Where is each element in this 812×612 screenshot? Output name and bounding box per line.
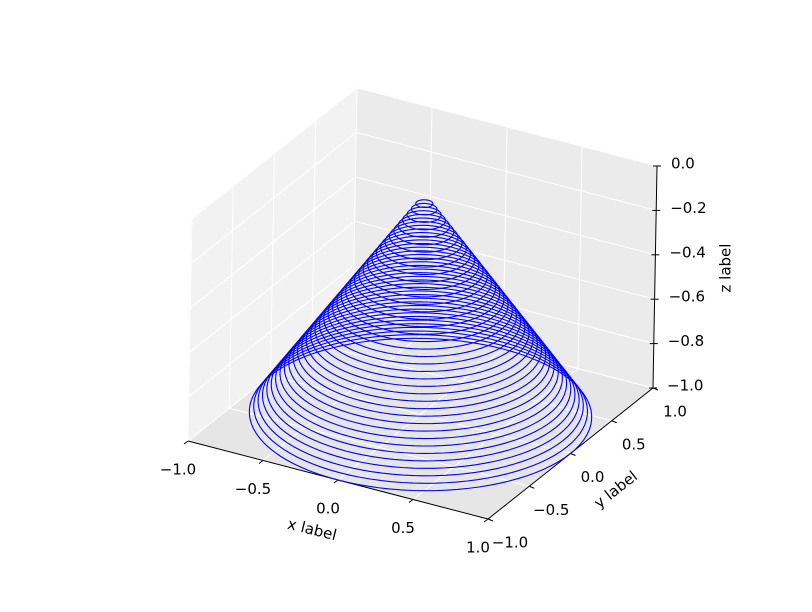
x-tick-label: −1.0 — [160, 461, 196, 479]
tick-mark — [483, 518, 489, 523]
grid-line — [270, 375, 571, 454]
z-tick-label: −1.0 — [667, 377, 703, 395]
ring — [362, 242, 484, 298]
grid-line — [189, 220, 355, 353]
grid-line — [229, 407, 530, 487]
ring — [248, 337, 593, 492]
ring — [270, 319, 572, 455]
tick-mark — [570, 453, 576, 456]
grid-line — [356, 131, 657, 211]
ring — [292, 301, 551, 417]
ring — [349, 253, 497, 320]
ring — [305, 290, 538, 395]
z-tick-label: 0.0 — [671, 155, 695, 173]
ring — [393, 217, 455, 246]
y-tick-label: 1.0 — [663, 403, 687, 421]
z-tick-label: −0.2 — [670, 199, 706, 217]
x-tick-label: 0.5 — [391, 519, 415, 537]
grid-line — [187, 218, 193, 442]
ring — [353, 250, 492, 313]
tick-mark — [408, 499, 414, 503]
grid-line — [355, 176, 656, 256]
grid-line — [502, 126, 508, 350]
z-tick-label: −0.6 — [669, 288, 705, 306]
ring — [340, 261, 505, 335]
z-axis-label: z label — [717, 244, 735, 293]
x-tick-label: 0.0 — [316, 500, 340, 518]
ring — [380, 228, 467, 268]
ring — [310, 286, 534, 387]
ring — [371, 235, 476, 283]
ring — [296, 297, 547, 410]
y-tick-label: −0.5 — [533, 501, 569, 519]
grid-line — [190, 176, 356, 309]
ring — [314, 283, 530, 380]
x-tick-label: 1.0 — [466, 539, 490, 557]
grid-line — [311, 342, 612, 422]
z-axis-line — [652, 165, 658, 389]
z-tick-label: −0.4 — [669, 243, 705, 261]
y-tick-label: 0.5 — [622, 435, 646, 453]
grid-line — [356, 87, 658, 167]
ring — [345, 257, 501, 328]
y-tick-label: 0.0 — [581, 468, 605, 486]
grid-line — [188, 265, 355, 397]
ring — [318, 279, 526, 372]
ring — [384, 224, 463, 261]
tick-mark — [333, 479, 339, 484]
ring — [266, 323, 576, 462]
tick-mark — [529, 485, 535, 489]
grid-line — [190, 132, 357, 264]
ring — [406, 206, 442, 223]
ring — [275, 315, 568, 447]
grid-line — [352, 87, 358, 311]
x-tick-label: −0.5 — [235, 480, 271, 498]
ring — [358, 246, 488, 305]
tick-mark — [487, 518, 494, 522]
z-tick-label: −0.8 — [668, 332, 704, 350]
ring — [323, 275, 522, 365]
ring — [375, 232, 472, 276]
ring — [336, 264, 509, 343]
ring — [367, 239, 480, 290]
x-axis-label: x label — [286, 515, 339, 545]
ring — [301, 293, 543, 402]
tick-mark — [183, 440, 189, 445]
grid-line — [577, 146, 583, 369]
tick-mark — [611, 420, 617, 424]
grid-line — [270, 153, 275, 376]
ring — [402, 210, 446, 231]
grid-line — [191, 87, 358, 220]
y-tick-label: −1.0 — [492, 534, 528, 552]
ring — [388, 221, 459, 253]
ring — [331, 268, 513, 350]
grid-line — [311, 120, 317, 343]
ring — [327, 272, 517, 358]
ring — [397, 213, 451, 238]
ring — [283, 308, 559, 432]
ring — [288, 304, 555, 425]
ring — [279, 312, 563, 440]
ring — [257, 330, 584, 477]
ring — [261, 326, 580, 469]
grid-line — [228, 186, 234, 409]
ring — [253, 334, 589, 484]
tick-mark — [258, 460, 264, 464]
